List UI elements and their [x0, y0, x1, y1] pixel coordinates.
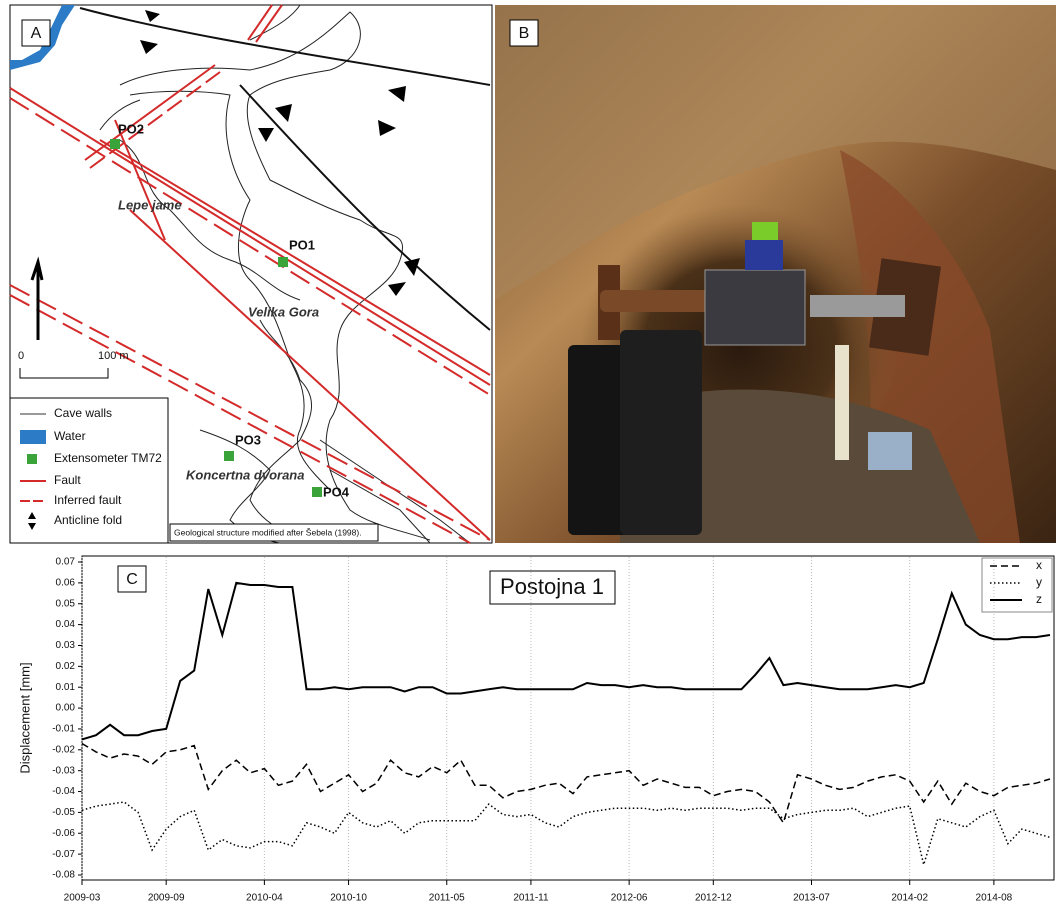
- site-label: PO3: [235, 432, 261, 447]
- page: {"panel_a": {"label": "A", "sites": ["PO…: [0, 0, 1056, 917]
- y-tick-label: -0.07: [52, 849, 75, 860]
- x-tick-label: 2014-02: [891, 893, 928, 904]
- legend-label: y: [1036, 575, 1042, 589]
- x-tick-label: 2009-03: [64, 893, 101, 904]
- place-label: Velika Gora: [248, 304, 319, 319]
- y-tick-label: 0.07: [56, 557, 76, 568]
- scale-label: 100 m: [98, 350, 129, 362]
- legend-label: Water: [54, 429, 86, 443]
- legend-label: Cave walls: [54, 406, 112, 420]
- figure: A PO2 PO1 PO3 PO4 Lepe jame Velika Gora …: [0, 0, 1056, 912]
- site-label: PO4: [323, 484, 350, 499]
- panel-label: B: [519, 25, 530, 42]
- y-tick-label: 0.01: [56, 682, 76, 693]
- y-axis-label: Displacement [mm]: [17, 662, 32, 773]
- map-legend: Cave walls Water Extensometer TM72 Fault…: [10, 398, 168, 543]
- site-label: PO1: [289, 237, 315, 252]
- legend-label: Fault: [54, 473, 81, 487]
- plot-frame: [82, 556, 1054, 880]
- legend-label: Inferred fault: [54, 493, 122, 507]
- sensor-cap: [752, 222, 778, 240]
- y-tick-label: 0.03: [56, 640, 76, 651]
- x-tick-label: 2011-05: [429, 893, 465, 904]
- place-label: Lepe jame: [118, 197, 182, 212]
- legend-label: x: [1036, 558, 1042, 572]
- x-tick-label: 2012-06: [611, 893, 648, 904]
- place-label: Koncertna dvorana: [186, 467, 304, 482]
- source-note: Geological structure modified after Šebe…: [174, 527, 362, 537]
- x-tick-label: 2013-07: [793, 893, 830, 904]
- y-tick-label: -0.08: [52, 870, 75, 881]
- y-tick-label: -0.03: [52, 765, 75, 776]
- panel-b: B: [495, 5, 1056, 543]
- site-label: PO2: [118, 121, 144, 136]
- panel-label: A: [31, 25, 42, 42]
- scale-label: 0: [18, 350, 24, 362]
- instrument: [705, 270, 805, 345]
- y-tick-label: -0.05: [52, 807, 75, 818]
- legend-label: Anticline fold: [54, 513, 122, 527]
- rod: [810, 295, 905, 317]
- rod: [600, 290, 720, 312]
- y-tick-label: 0.04: [56, 619, 76, 630]
- x-tick-label: 2010-10: [330, 893, 367, 904]
- legend-label: Extensometer TM72: [54, 451, 162, 465]
- y-tick-label: 0.05: [56, 598, 76, 609]
- panel-c: C Postojna 1 Displacement [mm] -0.08 -0.0…: [17, 556, 1054, 904]
- y-tick-label: 0.06: [56, 578, 76, 589]
- case: [620, 330, 702, 535]
- x-tick-label: 2009-09: [148, 893, 185, 904]
- y-tick-label: -0.02: [52, 744, 75, 755]
- y-tick-label: -0.04: [52, 786, 75, 797]
- thermometer: [835, 345, 849, 460]
- x-tick-label: 2014-08: [976, 893, 1013, 904]
- x-tick-label: 2010-04: [246, 893, 283, 904]
- x-tick-label: 2011-11: [513, 893, 549, 904]
- y-tick-label: 0.00: [56, 703, 76, 714]
- chart-title: Postojna 1: [500, 574, 604, 599]
- sensor: [745, 240, 783, 270]
- panel-a: A PO2 PO1 PO3 PO4 Lepe jame Velika Gora …: [10, 5, 492, 543]
- y-tick-label: 0.02: [56, 661, 76, 672]
- panel-label: C: [126, 571, 138, 588]
- y-tick-label: -0.01: [52, 724, 75, 735]
- legend-label: z: [1036, 592, 1042, 606]
- y-tick-label: -0.06: [52, 828, 75, 839]
- tag: [868, 432, 912, 470]
- x-tick-label: 2012-12: [695, 893, 732, 904]
